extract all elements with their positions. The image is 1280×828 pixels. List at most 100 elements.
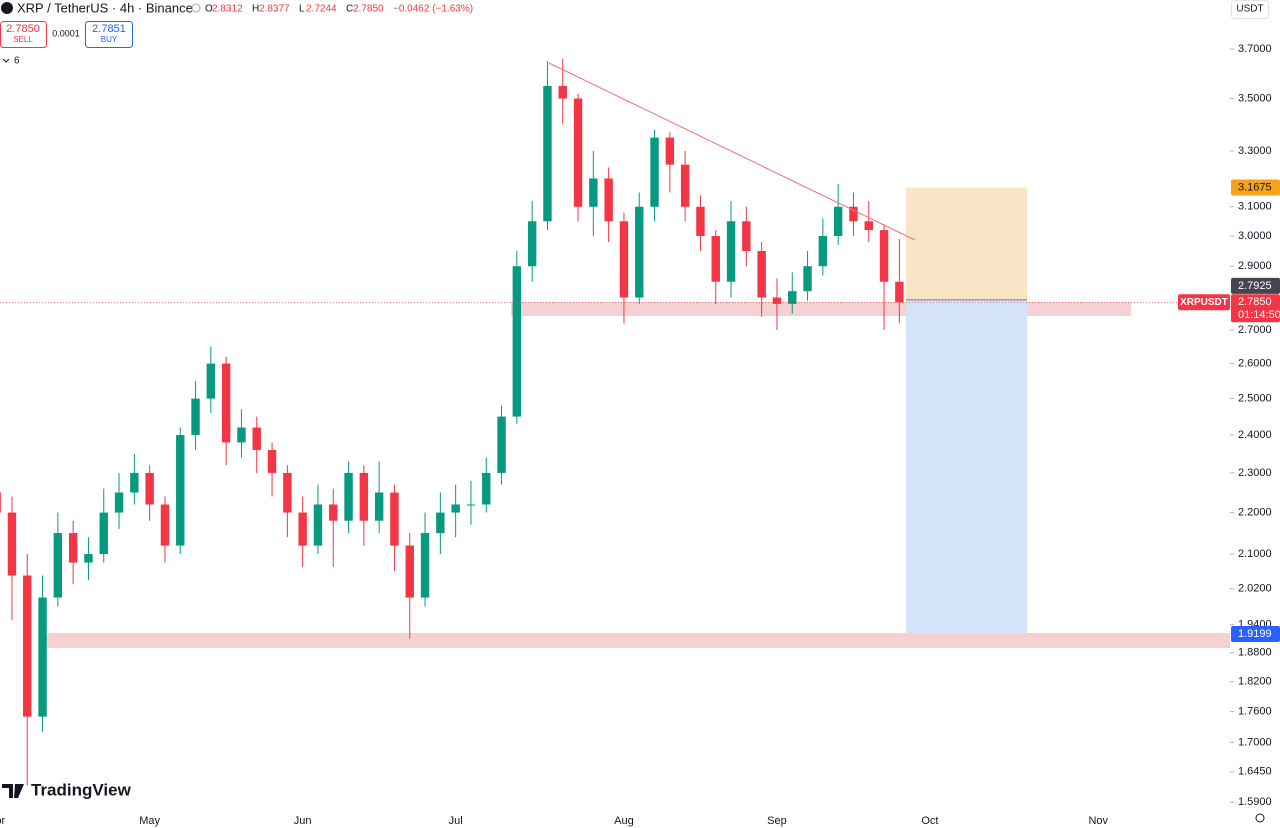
y-tick-label: 2.5000: [1238, 392, 1272, 404]
sell-label: SELL: [13, 35, 33, 44]
status-dot: [191, 3, 201, 13]
trendline: [548, 62, 916, 241]
candle-body: [527, 221, 537, 267]
settings-icon[interactable]: [1255, 813, 1265, 823]
symbol-tag-bg: [1178, 294, 1230, 311]
candle-body: [359, 472, 369, 521]
legend-value: 2.7850: [353, 4, 384, 15]
candle-body: [635, 206, 644, 298]
ohlc-legend: O 2.8312 H 2.8377 L 2.7244 C 2.7850 −0.0462 (−1.…: [205, 4, 473, 15]
candle-body: [619, 221, 629, 298]
candle-body: [99, 512, 108, 555]
candle-body: [864, 221, 873, 231]
y-tick-label: 2.1000: [1238, 548, 1272, 560]
y-tick-label: 3.5000: [1238, 92, 1272, 104]
currency-button[interactable]: [1231, 0, 1269, 19]
candle-body: [711, 236, 720, 282]
brand-logo: [2, 784, 24, 798]
indicators-count: 6: [14, 56, 20, 67]
entry-label-bg: [1231, 277, 1280, 294]
candle-body: [283, 472, 292, 513]
candle-body: [38, 597, 47, 717]
candle-body: [405, 545, 414, 598]
buy-button[interactable]: [85, 21, 133, 48]
y-tick-label: 2.6000: [1238, 358, 1272, 370]
candle-body: [206, 363, 216, 399]
candle-body: [130, 472, 139, 493]
candle-body: [604, 178, 613, 222]
candle-body: [726, 221, 736, 282]
legend-key: L: [299, 4, 305, 15]
collapse-icon[interactable]: [2, 58, 10, 63]
candle-body: [84, 554, 93, 563]
symbol-tag: XRPUSDT: [1180, 297, 1228, 308]
y-tick-label: 2.3000: [1238, 467, 1272, 479]
candles: [0, 58, 904, 786]
candle-body: [757, 250, 766, 298]
x-tick-label: May: [139, 815, 160, 827]
candle-body: [68, 533, 78, 563]
y-tick-label: 1.7000: [1238, 736, 1272, 748]
candle-body: [466, 504, 476, 506]
profit-zone: [906, 187, 1027, 300]
candle-body: [788, 291, 797, 304]
candle-body: [803, 266, 812, 292]
candle-body: [160, 504, 170, 546]
candle-body: [267, 449, 277, 473]
candle-body: [543, 85, 552, 222]
sell-button[interactable]: [0, 21, 47, 48]
candle-body: [849, 206, 858, 222]
buy-label: BUY: [101, 35, 118, 44]
legend-value: 2.8377: [259, 4, 290, 15]
support-zone: [511, 302, 1131, 316]
legend-value: 2.7244: [306, 4, 337, 15]
plot-area: [0, 58, 1230, 786]
candle-body: [696, 206, 705, 237]
stop-label-bg: [1231, 625, 1280, 642]
countdown: 01:14:50: [1238, 309, 1280, 321]
candle-body: [252, 427, 261, 450]
candle-body: [833, 206, 843, 237]
candle-body: [436, 512, 445, 534]
brand-name: TradingView: [31, 780, 132, 799]
y-tick-label: 1.7600: [1238, 705, 1272, 717]
entry-label: 2.7925: [1238, 280, 1272, 292]
candle-body: [742, 221, 751, 251]
stop-label: 1.9199: [1238, 628, 1272, 640]
y-tick-label: 1.6450: [1238, 766, 1272, 778]
candle-body: [237, 427, 246, 443]
y-tick-label: 2.2000: [1238, 506, 1272, 518]
y-tick-label: 1.8200: [1238, 676, 1272, 688]
candle-body: [313, 504, 323, 546]
time-axis: Apr May Jun Jul Aug Sep Oct Nov: [0, 815, 1109, 827]
y-tick-label: 2.7000: [1238, 324, 1272, 336]
last-price-bg: [1231, 294, 1280, 323]
brand: TradingView: [2, 780, 132, 799]
candle-body: [145, 472, 154, 505]
y-tick-label: 3.3000: [1238, 145, 1272, 157]
candle-body: [191, 398, 200, 435]
currency: USDT: [1236, 4, 1263, 15]
x-tick-label: Apr: [0, 815, 6, 827]
last-price-label: 2.7850: [1238, 296, 1272, 308]
candle-body: [114, 492, 124, 513]
candle-body: [23, 575, 32, 717]
symbol-icon: [1, 2, 13, 14]
y-tick-label: 3.1000: [1238, 201, 1272, 213]
symbol-title: XRP / TetherUS · 4h · Binance: [17, 0, 193, 15]
y-tick-label: 1.5900: [1238, 796, 1272, 808]
legend-change: −0.0462 (−1.63%): [393, 4, 473, 15]
candle-body: [573, 98, 583, 207]
candle-body: [650, 137, 659, 207]
y-tick-label: 3.0000: [1238, 230, 1272, 242]
candle-body: [482, 472, 491, 505]
candle-body: [298, 512, 307, 546]
candle-body: [680, 164, 690, 207]
y-tick-label: 3.7000: [1238, 43, 1272, 55]
price-axis: 3.7000 3.5000 3.3000 3.1000 3.0000 2.9000 2.70…: [1178, 20, 1280, 810]
y-tick-label: 1.8800: [1238, 647, 1272, 659]
y-tick-label: 2.9000: [1238, 260, 1272, 272]
buy-price: 2.7851: [92, 23, 126, 35]
